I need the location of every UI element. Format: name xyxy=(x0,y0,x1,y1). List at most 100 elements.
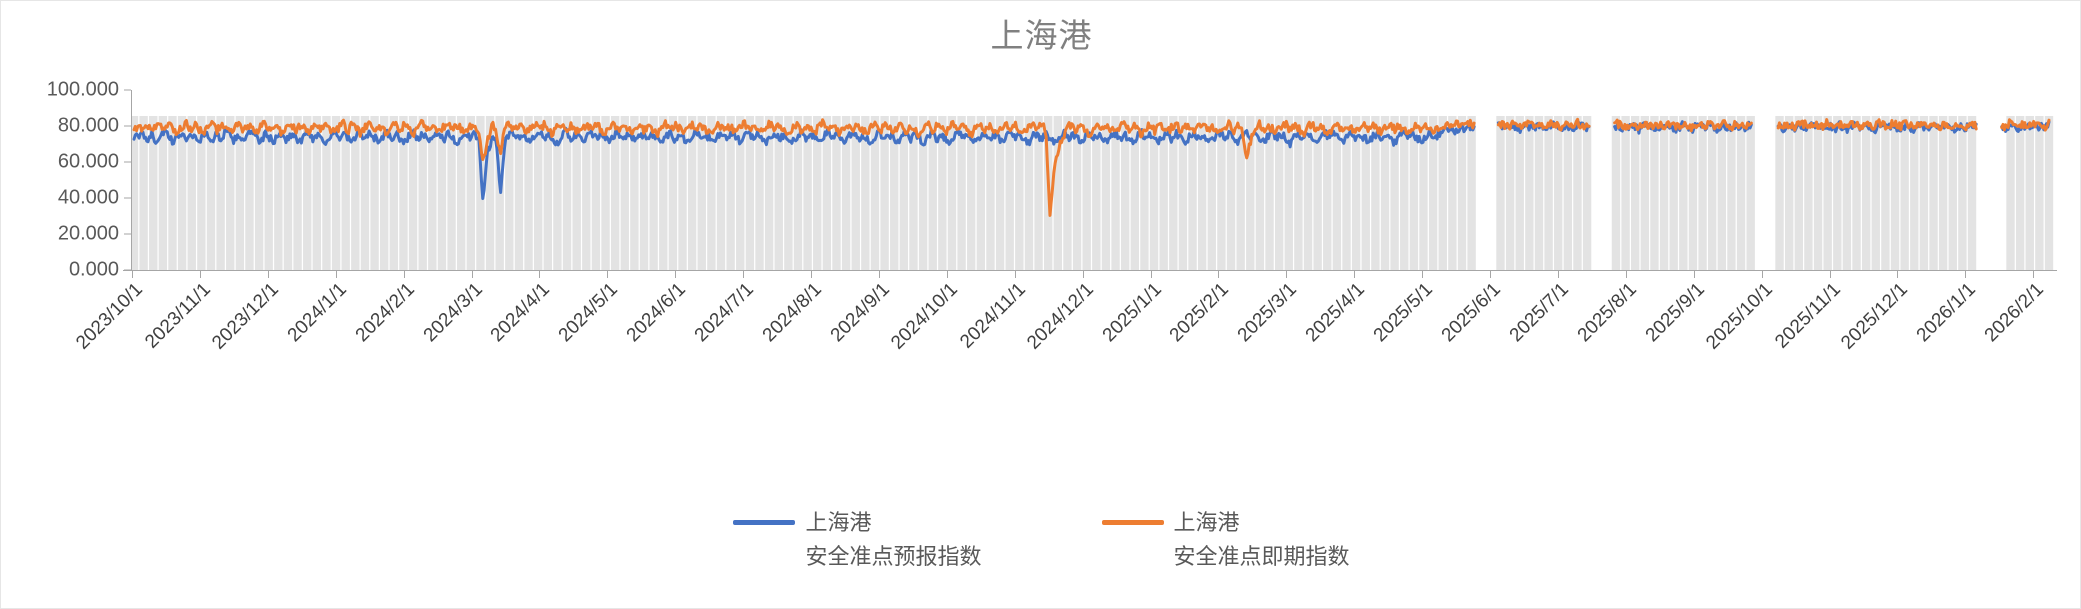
background-band xyxy=(2044,116,2054,270)
y-axis-tick-mark xyxy=(124,269,131,271)
background-band xyxy=(1467,116,1476,270)
background-band xyxy=(456,116,466,270)
background-band xyxy=(274,116,283,270)
y-axis-tick-label: 0.000 xyxy=(68,258,119,281)
series-lines xyxy=(132,117,2051,217)
background-band xyxy=(1015,116,1024,270)
x-axis-tick-mark xyxy=(403,271,405,278)
series-plot xyxy=(132,116,2054,270)
background-band xyxy=(899,116,909,270)
background-band xyxy=(986,116,995,270)
background-band xyxy=(1409,116,1419,270)
y-axis-tick-mark xyxy=(124,233,131,235)
x-axis-tick-mark xyxy=(1829,271,1831,278)
x-axis-tick-mark xyxy=(811,271,812,278)
background-band xyxy=(1746,116,1755,270)
series-line-spot xyxy=(1613,118,1753,133)
background-band xyxy=(649,116,658,270)
background-band xyxy=(514,116,524,270)
background-band xyxy=(1342,116,1351,270)
background-band xyxy=(697,116,706,270)
background-band xyxy=(322,116,331,270)
background-band xyxy=(437,116,447,270)
background-band xyxy=(1563,116,1573,270)
background-band xyxy=(1188,116,1197,270)
background-band xyxy=(1053,116,1063,270)
background-band xyxy=(1101,116,1111,270)
background-band xyxy=(967,116,976,270)
background-band xyxy=(1861,116,1871,270)
x-axis-tick-mark xyxy=(267,271,269,278)
background-band xyxy=(1669,116,1678,270)
background-band xyxy=(485,116,495,270)
x-axis-tick-mark xyxy=(199,271,201,278)
background-band xyxy=(832,116,841,270)
background-band xyxy=(1813,116,1823,270)
background-band xyxy=(466,116,476,270)
background-band xyxy=(283,116,293,270)
background-band xyxy=(1169,116,1178,270)
background-band xyxy=(216,116,225,270)
background-band xyxy=(312,116,322,270)
background-band xyxy=(1833,116,1842,270)
background-band xyxy=(1948,116,1957,270)
chart-legend: 上海港 安全准点预报指数 上海港 安全准点即期指数 xyxy=(1,506,2080,574)
legend-item-spot[interactable]: 上海港 安全准点即期指数 xyxy=(1101,506,1350,574)
page-title: 上海港 xyxy=(990,17,1093,54)
background-band xyxy=(1400,116,1409,270)
background-bands xyxy=(132,116,2054,270)
background-band xyxy=(880,116,889,270)
background-band xyxy=(476,116,485,270)
background-band xyxy=(1428,116,1438,270)
background-band xyxy=(1371,116,1380,270)
background-band xyxy=(736,116,745,270)
x-axis-tick-mark xyxy=(1490,271,1492,278)
series-line-spot xyxy=(132,118,1476,217)
background-band xyxy=(601,116,610,270)
background-band xyxy=(1900,116,1909,270)
background-band xyxy=(1178,116,1188,270)
background-band xyxy=(995,116,1005,270)
background-band xyxy=(1698,116,1707,270)
background-band xyxy=(370,116,379,270)
background-band xyxy=(1323,116,1332,270)
x-axis-tick-mark xyxy=(335,271,337,278)
background-band xyxy=(841,116,851,270)
background-band xyxy=(1611,116,1621,270)
background-band xyxy=(1717,116,1727,270)
background-band xyxy=(1419,116,1428,270)
background-band xyxy=(1525,116,1534,270)
background-band xyxy=(1380,116,1390,270)
background-band xyxy=(1621,116,1630,270)
x-axis-tick-mark xyxy=(132,271,133,278)
background-band xyxy=(918,116,928,270)
x-axis-tick-mark xyxy=(1286,271,1288,278)
background-band xyxy=(1573,116,1582,270)
background-band xyxy=(582,116,591,270)
background-band xyxy=(132,116,139,270)
x-axis-tick-mark xyxy=(675,271,677,278)
background-band xyxy=(1688,116,1698,270)
x-axis-tick-mark xyxy=(1965,271,1967,278)
background-band xyxy=(533,116,543,270)
y-axis-tick-mark xyxy=(124,197,131,199)
x-axis-tick-mark xyxy=(878,271,880,278)
background-band xyxy=(1919,116,1929,270)
background-band xyxy=(408,116,418,270)
background-band xyxy=(591,116,601,270)
background-band xyxy=(206,116,216,270)
legend-item-forecast[interactable]: 上海港 安全准点预报指数 xyxy=(733,506,982,574)
background-band xyxy=(1092,116,1101,270)
legend-label-forecast: 上海港 安全准点预报指数 xyxy=(805,506,981,574)
x-axis-tick-mark xyxy=(1354,271,1356,278)
background-band xyxy=(1294,116,1303,270)
background-band xyxy=(1120,116,1130,270)
background-band xyxy=(1140,116,1149,270)
background-band xyxy=(1823,116,1832,270)
background-band xyxy=(505,116,514,270)
series-line-spot xyxy=(1496,117,1591,132)
y-axis-tick-label: 40.000 xyxy=(57,186,119,209)
background-band xyxy=(360,116,370,270)
background-band xyxy=(1361,116,1370,270)
